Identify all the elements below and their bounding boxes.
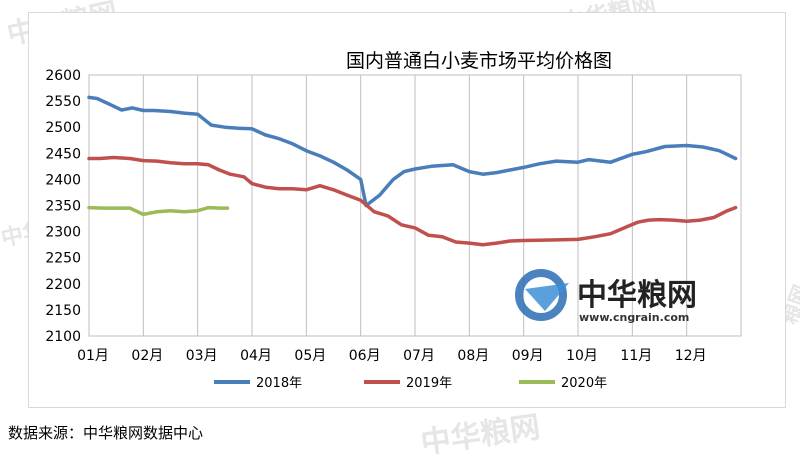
price-line-chart: 国内普通白小麦市场平均价格图 2100 2150 2200 2250 2300 2350 24… xyxy=(45,50,742,391)
y-tick-label: 2300 xyxy=(45,225,81,241)
x-tick-label: 09月 xyxy=(512,348,544,364)
legend-label: 2020年 xyxy=(561,376,607,391)
x-tick-label: 03月 xyxy=(186,348,218,364)
x-tick-label: 04月 xyxy=(240,348,272,364)
brand-logo-ring xyxy=(515,269,567,321)
y-tick-label: 2200 xyxy=(45,277,81,293)
x-tick-label: 12月 xyxy=(675,348,707,364)
series-line xyxy=(87,155,738,247)
x-tick-label: 07月 xyxy=(403,348,435,364)
brand-logo-url: www.cngrain.com xyxy=(579,311,689,324)
y-tick-label: 2450 xyxy=(45,146,81,162)
series-line xyxy=(87,205,230,217)
x-tick-label: 06月 xyxy=(349,348,381,364)
x-tick-label: 11月 xyxy=(620,348,652,364)
y-tick-label: 2250 xyxy=(45,251,81,267)
x-tick-label: 01月 xyxy=(77,348,109,364)
y-tick-label: 2100 xyxy=(45,329,81,345)
brand-logo-wing xyxy=(525,283,569,311)
chart-title: 国内普通白小麦市场平均价格图 xyxy=(346,50,612,72)
y-tick-label: 2550 xyxy=(45,94,81,110)
y-tick-label: 2600 xyxy=(45,68,81,84)
x-tick-label: 08月 xyxy=(457,348,489,364)
brand-logo-text: 中华粮网 xyxy=(577,278,697,313)
x-tick-label: 10月 xyxy=(566,348,598,364)
y-tick-label: 2500 xyxy=(45,120,81,136)
y-tick-label: 2350 xyxy=(45,199,81,215)
x-tick-label: 05月 xyxy=(294,348,326,364)
legend-label: 2018年 xyxy=(256,376,302,391)
x-tick-label: 02月 xyxy=(131,348,163,364)
series-line xyxy=(87,95,738,208)
chart-frame: 国内普通白小麦市场平均价格图 2100 2150 2200 2250 2300 2350 24… xyxy=(28,12,786,408)
y-tick-label: 2150 xyxy=(45,303,81,319)
y-tick-label: 2400 xyxy=(45,172,81,188)
source-note: 数据来源：中华粮网数据中心 xyxy=(8,424,204,442)
watermark-bottom-center: 中华粮网 xyxy=(418,409,543,462)
legend-label: 2019年 xyxy=(406,376,452,391)
